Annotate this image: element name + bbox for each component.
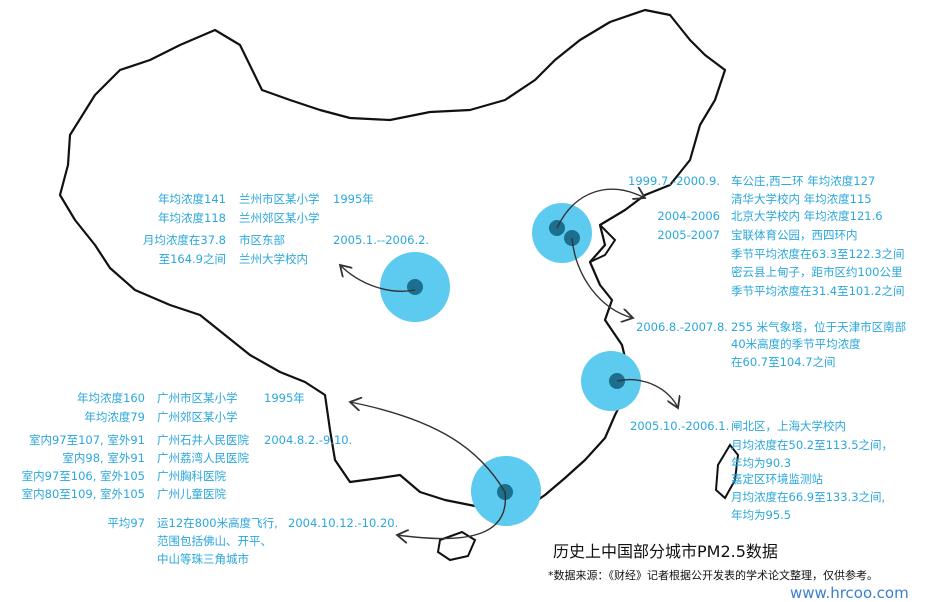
shanghai-line-5: 月均浓度在66.9至133.3之间, xyxy=(731,490,886,504)
guangzhou-site-2: 广州郊区某小学 xyxy=(157,410,238,424)
guangzhou-flight-line-3: 中山等珠三角城市 xyxy=(157,552,249,566)
tianjin-line-3: 在60.7至104.7之间 xyxy=(731,355,836,369)
arrow-shanghai xyxy=(616,379,678,408)
lanzhou-value-3: 月均浓度在37.8 xyxy=(142,233,226,247)
beijing-line-4: 宝联体育公园，西四环内 xyxy=(731,228,858,242)
arrow-beijing xyxy=(556,189,645,229)
guangzhou-site-3: 广州石井人民医院 xyxy=(157,433,249,447)
watermark-url: www.hrcoo.com xyxy=(790,584,909,602)
lanzhou-value-4: 至164.9之间 xyxy=(158,252,226,266)
guangzhou-value-4: 室内98, 室外91 xyxy=(62,451,145,465)
guangzhou-site-5: 广州胸科医院 xyxy=(157,469,226,483)
beijing-line-5: 季节平均浓度在63.3至122.3之间 xyxy=(731,247,905,261)
guangzhou-value-6: 室内80至109, 室外105 xyxy=(21,487,145,501)
guangzhou-flight-value: 平均97 xyxy=(107,516,145,530)
beijing-date-3: 2004-2006 xyxy=(657,209,720,223)
taiwan-island xyxy=(714,443,740,500)
map-title: 历史上中国部分城市PM2.5数据 xyxy=(553,542,778,561)
lanzhou-dot xyxy=(407,279,423,295)
lanzhou-date-3: 2005.1.--2006.2. xyxy=(333,233,430,247)
guangzhou-flight-line-2: 范围包括佛山、开平、 xyxy=(157,534,272,548)
arrow-tianjin xyxy=(571,237,633,318)
guangzhou-value-1: 年均浓度160 xyxy=(77,391,145,405)
beijing-line-6: 密云县上甸子，距市区约100公里 xyxy=(731,265,903,279)
guangzhou-site-4: 广州荔湾人民医院 xyxy=(157,451,249,465)
guangzhou-date-1: 1995年 xyxy=(264,391,305,405)
beijing-date-1: 1999.7.-2000.9. xyxy=(628,174,720,188)
guangzhou-flight-line-1: 运12在800米高度飞行, xyxy=(157,516,278,530)
shanghai-date: 2005.10.-2006.1. xyxy=(630,419,730,433)
lanzhou-site-1: 兰州市区某小学 xyxy=(239,192,320,206)
lanzhou-site-2: 兰州郊区某小学 xyxy=(239,211,320,225)
lanzhou-value-1: 年均浓度141 xyxy=(158,192,226,206)
guangzhou-value-3: 室内97至107, 室外91 xyxy=(28,433,145,447)
guangzhou-date-3: 2004.8.2.-9.10. xyxy=(264,433,353,447)
tianjin-line-2: 40米高度的季节平均浓度 xyxy=(731,337,861,351)
lanzhou-site-3: 市区东部 xyxy=(239,233,285,247)
beijing-line-2: 清华大学校内 年均浓度115 xyxy=(731,192,872,206)
china-outline xyxy=(58,8,727,514)
bohai-coast xyxy=(589,224,617,263)
beijing-line-1: 车公庄,西二环 年均浓度127 xyxy=(731,174,876,188)
guangzhou-value-2: 年均浓度79 xyxy=(84,410,145,424)
shanghai-line-2: 月均浓度在50.2至113.5之间， xyxy=(731,438,894,452)
shanghai-line-3: 年均为90.3 xyxy=(731,456,792,470)
arrow-lanzhou xyxy=(340,265,416,292)
lanzhou-site-4: 兰州大学校内 xyxy=(239,252,308,266)
guangzhou-value-5: 室内97至106, 室外105 xyxy=(21,469,145,483)
arrow-guangzhou-flight xyxy=(397,491,507,539)
beijing-line-3: 北京大学校内 年均浓度121.6 xyxy=(731,209,883,223)
tianjin-date: 2006.8.-2007.8. xyxy=(636,320,728,334)
tianjin-line-1: 255 米气象塔，位于天津市区南部 xyxy=(731,320,907,334)
guangzhou-site-1: 广州市区某小学 xyxy=(157,391,238,405)
shanghai-line-1: 闸北区，上海大学校内 xyxy=(731,419,846,433)
shanghai-line-4: 嘉定区环境监测站 xyxy=(731,472,823,486)
shanghai-line-6: 年均为95.5 xyxy=(731,508,792,522)
data-source-note: *数据来源：《财经》记者根据公开发表的学术论文整理，仅供参考。 xyxy=(548,569,878,582)
arrow-guangzhou-1995 xyxy=(350,402,506,493)
lanzhou-date-1: 1995年 xyxy=(333,192,374,206)
guangzhou-flight-date: 2004.10.12.-10.20. xyxy=(288,516,399,530)
beijing-date-4: 2005-2007 xyxy=(657,228,720,242)
beijing-line-7: 季节平均浓度在31.4至101.2之间 xyxy=(731,284,905,298)
guangzhou-site-6: 广州儿童医院 xyxy=(157,487,226,501)
lanzhou-value-2: 年均浓度118 xyxy=(158,211,226,225)
